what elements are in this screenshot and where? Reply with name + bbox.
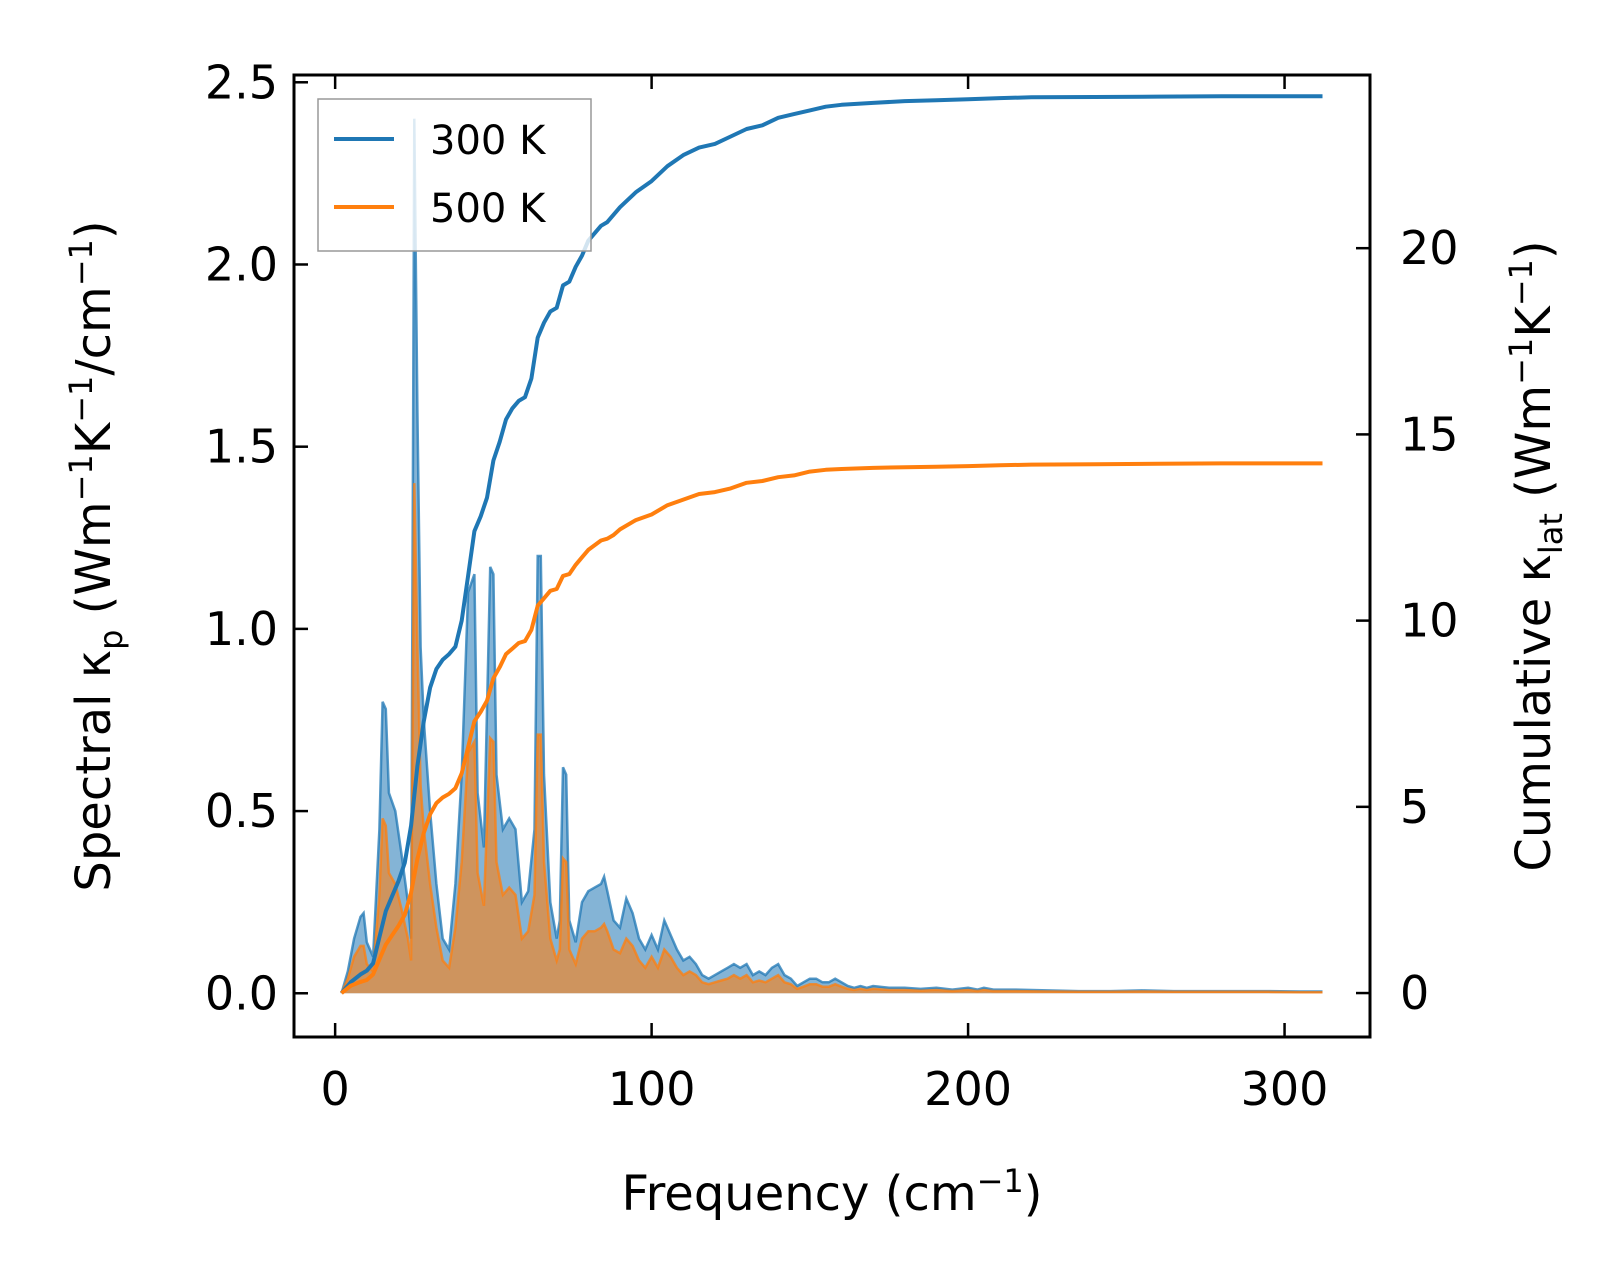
spectral-areas <box>340 118 1323 994</box>
y-tick-label-right: 10 <box>1400 594 1459 648</box>
y-tick-label-left: 0.5 <box>205 784 278 838</box>
y-tick-label-right: 5 <box>1400 780 1429 834</box>
y-tick-label-right: 15 <box>1400 407 1459 461</box>
cumulative-line-300k <box>339 94 1323 995</box>
legend-label-300k: 300 K <box>430 118 547 164</box>
x-tick-label: 0 <box>321 1062 350 1116</box>
x-tick-label: 300 <box>1241 1062 1329 1116</box>
x-tick-label: 100 <box>608 1062 696 1116</box>
y-tick-label-right: 20 <box>1400 221 1459 275</box>
legend-label-500k: 500 K <box>430 186 547 232</box>
axes-frame <box>292 73 1372 1039</box>
x-axis-title: Frequency (cm−1) <box>621 1162 1042 1222</box>
x-tick-label: 200 <box>924 1062 1012 1116</box>
y-tick-label-left: 0.0 <box>205 966 278 1020</box>
y-axis-title-left: Spectral κp (Wm−1K−1/cm−1) <box>62 220 130 891</box>
y-tick-label-left: 2.5 <box>205 55 278 109</box>
y-tick-label-right: 0 <box>1400 966 1429 1020</box>
y-axis-title-right: Cumulative κlat (Wm−1K−1) <box>1502 240 1570 871</box>
y-tick-label-left: 2.0 <box>205 237 278 291</box>
cumulative-lines <box>339 94 1323 995</box>
spectral-edge-500k <box>340 483 1323 994</box>
cumulative-line-500k <box>340 461 1323 995</box>
legend: 300 K 500 K <box>317 98 592 252</box>
legend-box <box>317 98 592 252</box>
y-tick-label-left: 1.0 <box>205 602 278 656</box>
ticks: 0 100 200 300 0.0 0.5 1.0 1.5 2.0 2.5 0 5 10 15 20 <box>205 55 1459 1116</box>
spectral-edge-300k <box>340 118 1323 994</box>
plot-area <box>339 94 1323 995</box>
y-tick-label-left: 1.5 <box>205 420 278 474</box>
